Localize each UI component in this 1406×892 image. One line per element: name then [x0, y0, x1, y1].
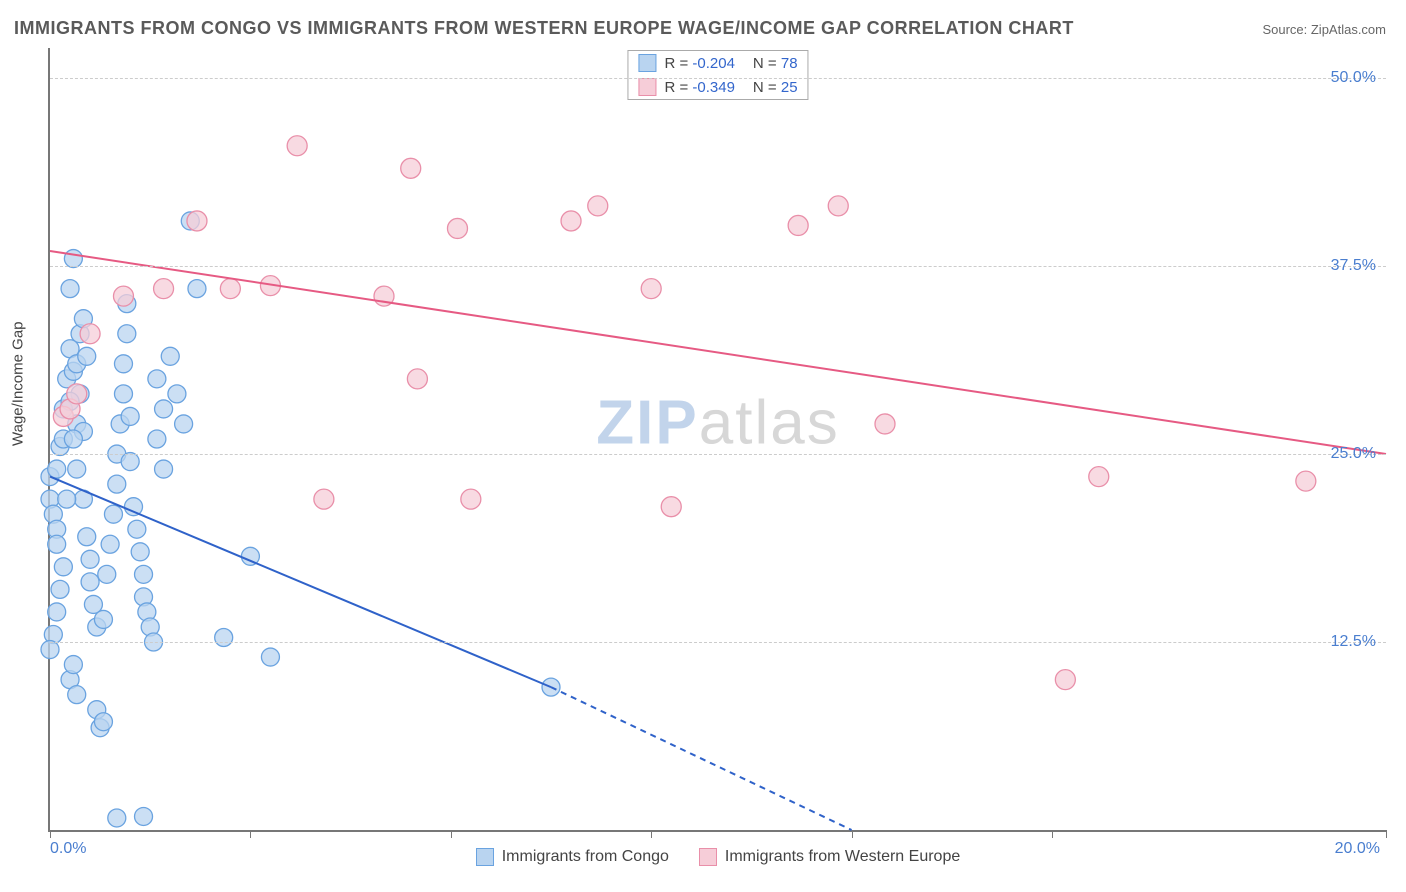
data-point [135, 565, 153, 583]
data-point [828, 196, 848, 216]
data-point [114, 385, 132, 403]
chart-title: IMMIGRANTS FROM CONGO VS IMMIGRANTS FROM… [14, 18, 1074, 39]
data-point [67, 384, 87, 404]
data-point [78, 347, 96, 365]
source-attribution: Source: ZipAtlas.com [1262, 22, 1386, 37]
data-point [168, 385, 186, 403]
data-point [561, 211, 581, 231]
xtick [451, 830, 452, 838]
grid-line-h [50, 454, 1386, 455]
data-point [788, 215, 808, 235]
xtick [50, 830, 51, 838]
data-point [148, 370, 166, 388]
xtick [1052, 830, 1053, 838]
data-point [314, 489, 334, 509]
data-point [161, 347, 179, 365]
ytick-label: 50.0% [1331, 69, 1376, 87]
data-point [94, 610, 112, 628]
data-point [447, 218, 467, 238]
plot-area: ZIPatlas R = -0.204N = 78R = -0.349N = 2… [48, 48, 1386, 832]
xtick-label: 0.0% [50, 840, 86, 858]
data-point [113, 286, 133, 306]
data-point [51, 580, 69, 598]
legend-swatch [476, 848, 494, 866]
data-point [588, 196, 608, 216]
data-point [121, 407, 139, 425]
legend-series-item: Immigrants from Western Europe [699, 848, 960, 866]
xtick-label: 20.0% [1335, 840, 1380, 858]
data-point [401, 158, 421, 178]
chart-svg [50, 48, 1386, 830]
legend-series-label: Immigrants from Western Europe [725, 848, 960, 866]
data-point [81, 573, 99, 591]
xtick [250, 830, 251, 838]
xtick [852, 830, 853, 838]
data-point [1055, 670, 1075, 690]
data-point [661, 497, 681, 517]
grid-line-h [50, 78, 1386, 79]
data-point [81, 550, 99, 568]
data-point [215, 629, 233, 647]
ytick-label: 12.5% [1331, 633, 1376, 651]
data-point [61, 280, 79, 298]
data-point [104, 505, 122, 523]
data-point [155, 460, 173, 478]
source-label: Source: [1262, 22, 1310, 37]
data-point [875, 414, 895, 434]
trend-line-dashed [551, 687, 852, 830]
data-point [68, 686, 86, 704]
legend-series-item: Immigrants from Congo [476, 848, 669, 866]
data-point [54, 558, 72, 576]
data-point [407, 369, 427, 389]
data-point [118, 325, 136, 343]
source-link[interactable]: ZipAtlas.com [1311, 22, 1386, 37]
data-point [121, 453, 139, 471]
data-point [68, 460, 86, 478]
data-point [175, 415, 193, 433]
data-point [261, 648, 279, 666]
data-point [64, 430, 82, 448]
xtick [1386, 830, 1387, 838]
data-point [58, 490, 76, 508]
data-point [641, 279, 661, 299]
legend-series-label: Immigrants from Congo [502, 848, 669, 866]
data-point [64, 250, 82, 268]
data-point [78, 528, 96, 546]
data-point [125, 498, 143, 516]
data-point [155, 400, 173, 418]
data-point [461, 489, 481, 509]
ytick-label: 37.5% [1331, 257, 1376, 275]
data-point [48, 460, 66, 478]
data-point [154, 279, 174, 299]
data-point [188, 280, 206, 298]
legend-series: Immigrants from Congo Immigrants from Wes… [50, 848, 1386, 866]
grid-line-h [50, 642, 1386, 643]
data-point [148, 430, 166, 448]
xtick [651, 830, 652, 838]
grid-line-h [50, 266, 1386, 267]
data-point [48, 603, 66, 621]
data-point [108, 809, 126, 827]
data-point [98, 565, 116, 583]
data-point [220, 279, 240, 299]
data-point [94, 713, 112, 731]
data-point [114, 355, 132, 373]
data-point [48, 535, 66, 553]
data-point [131, 543, 149, 561]
data-point [135, 807, 153, 825]
data-point [101, 535, 119, 553]
legend-swatch [699, 848, 717, 866]
data-point [1296, 471, 1316, 491]
data-point [287, 136, 307, 156]
trend-line [50, 251, 1386, 454]
data-point [41, 641, 59, 659]
ytick-label: 25.0% [1331, 445, 1376, 463]
data-point [187, 211, 207, 231]
data-point [64, 656, 82, 674]
data-point [108, 475, 126, 493]
y-axis-label: Wage/Income Gap [10, 321, 27, 446]
data-point [128, 520, 146, 538]
data-point [1089, 467, 1109, 487]
data-point [80, 324, 100, 344]
